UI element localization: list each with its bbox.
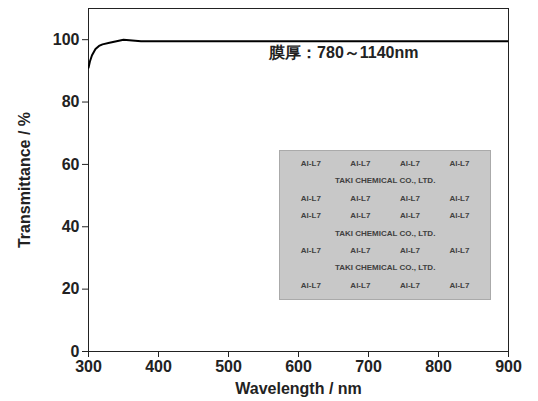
svg-text:400: 400	[145, 358, 172, 375]
html-text:Al-L7: Al-L7	[350, 246, 371, 255]
svg-text:40: 40	[62, 218, 80, 235]
html-text:Al-L7: Al-L7	[350, 159, 371, 168]
svg-text:膜厚：780～1140nm: 膜厚：780～1140nm	[268, 44, 418, 61]
html-text:Al-L7: Al-L7	[449, 159, 470, 168]
html-text:Al-L7: Al-L7	[449, 280, 470, 290]
svg-text:Transmittance / %: Transmittance / %	[16, 112, 33, 248]
svg-text:300: 300	[75, 358, 102, 375]
svg-text:900: 900	[495, 358, 522, 375]
svg-text:Wavelength / nm: Wavelength / nm	[235, 380, 362, 397]
html-text:Al-L7: Al-L7	[449, 211, 470, 221]
html-text:Al-L7: Al-L7	[399, 246, 420, 255]
svg-text:60: 60	[62, 156, 80, 173]
svg-text:500: 500	[215, 358, 242, 375]
html-text:Al-L7: Al-L7	[300, 280, 321, 290]
html-text:Al-L7: Al-L7	[449, 246, 470, 255]
html-text:TAKI CHEMICAL CO., LTD.: TAKI CHEMICAL CO., LTD.	[334, 263, 436, 273]
html-text:Al-L7: Al-L7	[300, 246, 321, 255]
svg-text:600: 600	[285, 358, 312, 375]
svg-text:80: 80	[62, 93, 80, 110]
html-text:Al-L7: Al-L7	[399, 159, 420, 168]
html-text:Al-L7: Al-L7	[300, 193, 321, 203]
html-text:Al-L7: Al-L7	[350, 193, 371, 203]
html-text:Al-L7: Al-L7	[449, 193, 470, 203]
svg-text:700: 700	[355, 358, 382, 375]
html-text:Al-L7: Al-L7	[300, 211, 321, 221]
svg-text:20: 20	[62, 280, 80, 297]
html-text:Al-L7: Al-L7	[399, 280, 420, 290]
html-text:TAKI CHEMICAL CO., LTD.: TAKI CHEMICAL CO., LTD.	[334, 228, 436, 238]
svg-text:100: 100	[53, 31, 80, 48]
svg-text:800: 800	[425, 358, 452, 375]
html-text:Al-L7: Al-L7	[350, 211, 371, 221]
html-text:Al-L7: Al-L7	[399, 211, 420, 221]
html-text:Al-L7: Al-L7	[300, 159, 321, 168]
html-text:TAKI CHEMICAL CO., LTD.: TAKI CHEMICAL CO., LTD.	[334, 176, 436, 186]
html-text:Al-L7: Al-L7	[350, 280, 371, 290]
svg-text:0: 0	[70, 342, 80, 360]
html-text:Al-L7: Al-L7	[399, 193, 420, 203]
